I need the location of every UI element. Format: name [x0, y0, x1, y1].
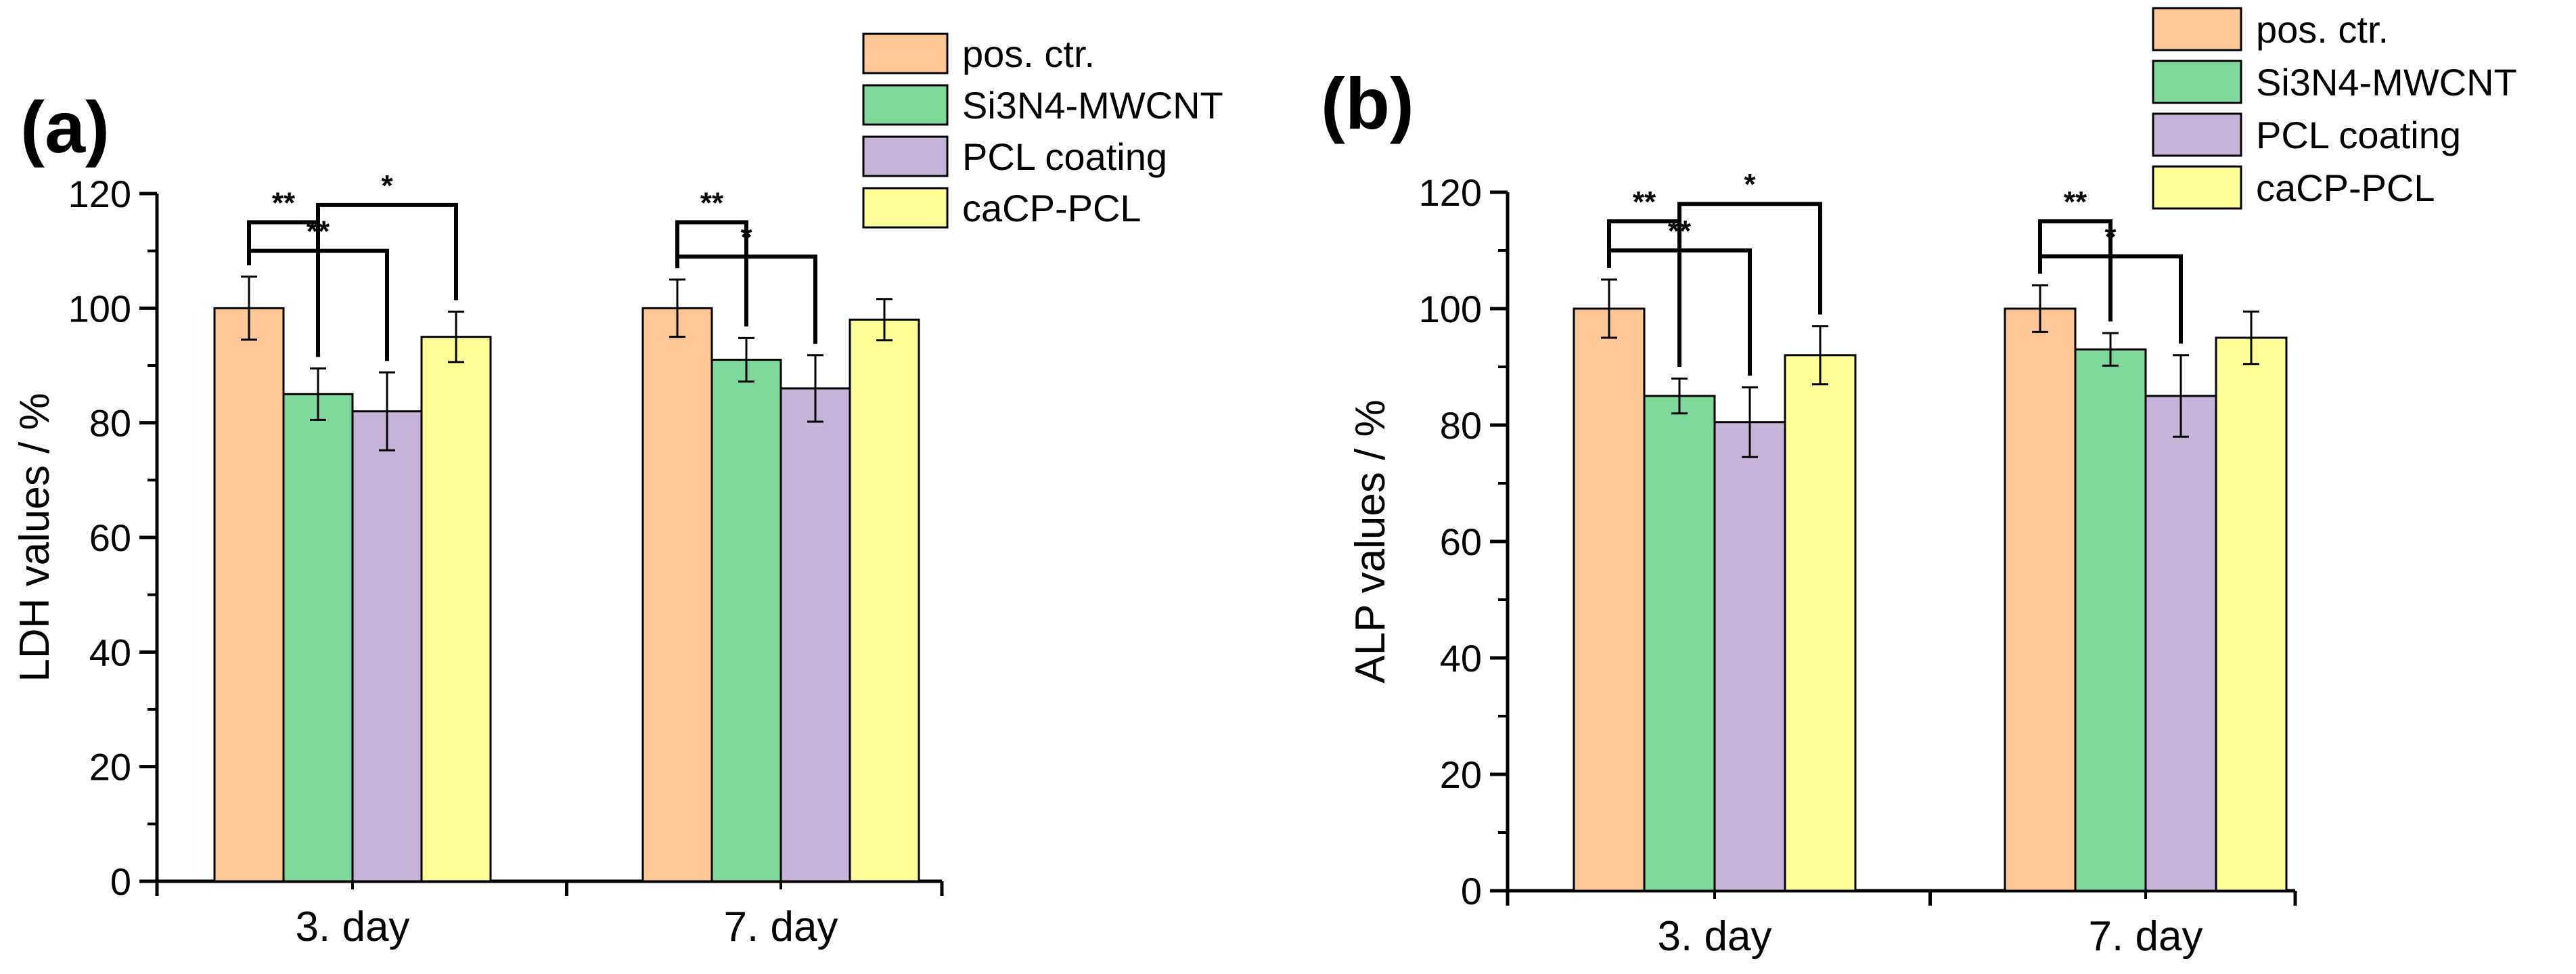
legend-swatch — [2152, 60, 2242, 104]
significance-bracket — [675, 220, 748, 327]
y-tick-label: 120 — [68, 173, 131, 215]
legend-label: PCL coating — [2256, 114, 2461, 156]
bar — [420, 336, 492, 883]
legend-swatch — [2152, 112, 2242, 157]
y-axis-label: LDH values / % — [12, 393, 58, 682]
chart-panel-a: (a) 0 20 40 60 80 100 120 3. day 7. day LDH values… — [12, 32, 1223, 950]
bar — [1713, 421, 1786, 892]
chart-panel-b: (b) 0 20 40 60 80 100 120 3. day 7. day ALP values… — [1321, 7, 2517, 960]
y-tick-label: 20 — [89, 746, 131, 789]
legend-label: Si3N4-MWCNT — [962, 84, 1223, 127]
y-tick-label: 80 — [1440, 404, 1482, 447]
bar — [1573, 307, 1646, 892]
bar — [282, 393, 354, 883]
y-tick-label: 0 — [1461, 870, 1482, 912]
legend-swatch — [2152, 7, 2242, 51]
significance-bracket — [675, 254, 817, 344]
y-tick-label: 0 — [110, 860, 131, 903]
bar — [2215, 336, 2288, 892]
legend-label: pos. ctr. — [2256, 8, 2389, 51]
significance-label: * — [1744, 168, 1756, 201]
y-tick-label: 20 — [1440, 753, 1482, 796]
legend-label: caCP-PCL — [962, 187, 1142, 229]
significance-bracket — [2038, 254, 2183, 344]
bar — [351, 410, 423, 883]
significance-label: ** — [272, 186, 296, 219]
y-axis-label: ALP values / % — [1347, 399, 1394, 683]
y-tick-label: 60 — [1440, 521, 1482, 563]
bar — [2144, 395, 2217, 892]
bar — [710, 359, 782, 883]
y-tick-label: 100 — [1419, 288, 1482, 330]
y-tick-label: 60 — [89, 516, 131, 559]
bar — [2004, 307, 2077, 892]
panel-label: (a) — [20, 86, 110, 168]
legend-label: pos. ctr. — [962, 32, 1095, 75]
significance-label: * — [381, 169, 393, 202]
y-tick-label: 40 — [1440, 637, 1482, 680]
legend-label: Si3N4-MWCNT — [2256, 61, 2517, 104]
significance-label: ** — [1633, 185, 1656, 219]
significance-label: ** — [700, 186, 724, 219]
legend-swatch — [2152, 165, 2242, 210]
bar — [779, 387, 851, 883]
legend-swatch — [862, 135, 949, 177]
bar — [1643, 395, 1716, 892]
bar — [213, 307, 285, 883]
significance-bracket — [2038, 219, 2112, 322]
x-tick-label: 7. day — [2089, 913, 2203, 960]
panel-label: (b) — [1321, 62, 1414, 144]
y-tick-label: 100 — [68, 287, 131, 330]
y-tick-label: 80 — [89, 402, 131, 445]
y-tick-label: 40 — [89, 631, 131, 673]
significance-bracket — [316, 202, 458, 357]
bar — [1784, 354, 1857, 892]
significance-label: ** — [2064, 185, 2087, 219]
x-tick-label: 7. day — [724, 904, 838, 950]
legend-swatch — [862, 187, 949, 229]
x-tick-label: 3. day — [296, 904, 410, 950]
y-tick-label: 120 — [1419, 171, 1482, 214]
legend-swatch — [862, 84, 949, 126]
bar — [849, 318, 920, 883]
bar — [2074, 348, 2147, 892]
legend-label: caCP-PCL — [2256, 167, 2435, 209]
significance-label: * — [2104, 221, 2117, 254]
legend-swatch — [862, 32, 949, 74]
legend-label: PCL coating — [962, 135, 1167, 178]
significance-bracket — [1677, 202, 1822, 367]
x-tick-label: 3. day — [1658, 913, 1772, 960]
significance-label: * — [740, 221, 752, 254]
bar — [641, 307, 713, 883]
